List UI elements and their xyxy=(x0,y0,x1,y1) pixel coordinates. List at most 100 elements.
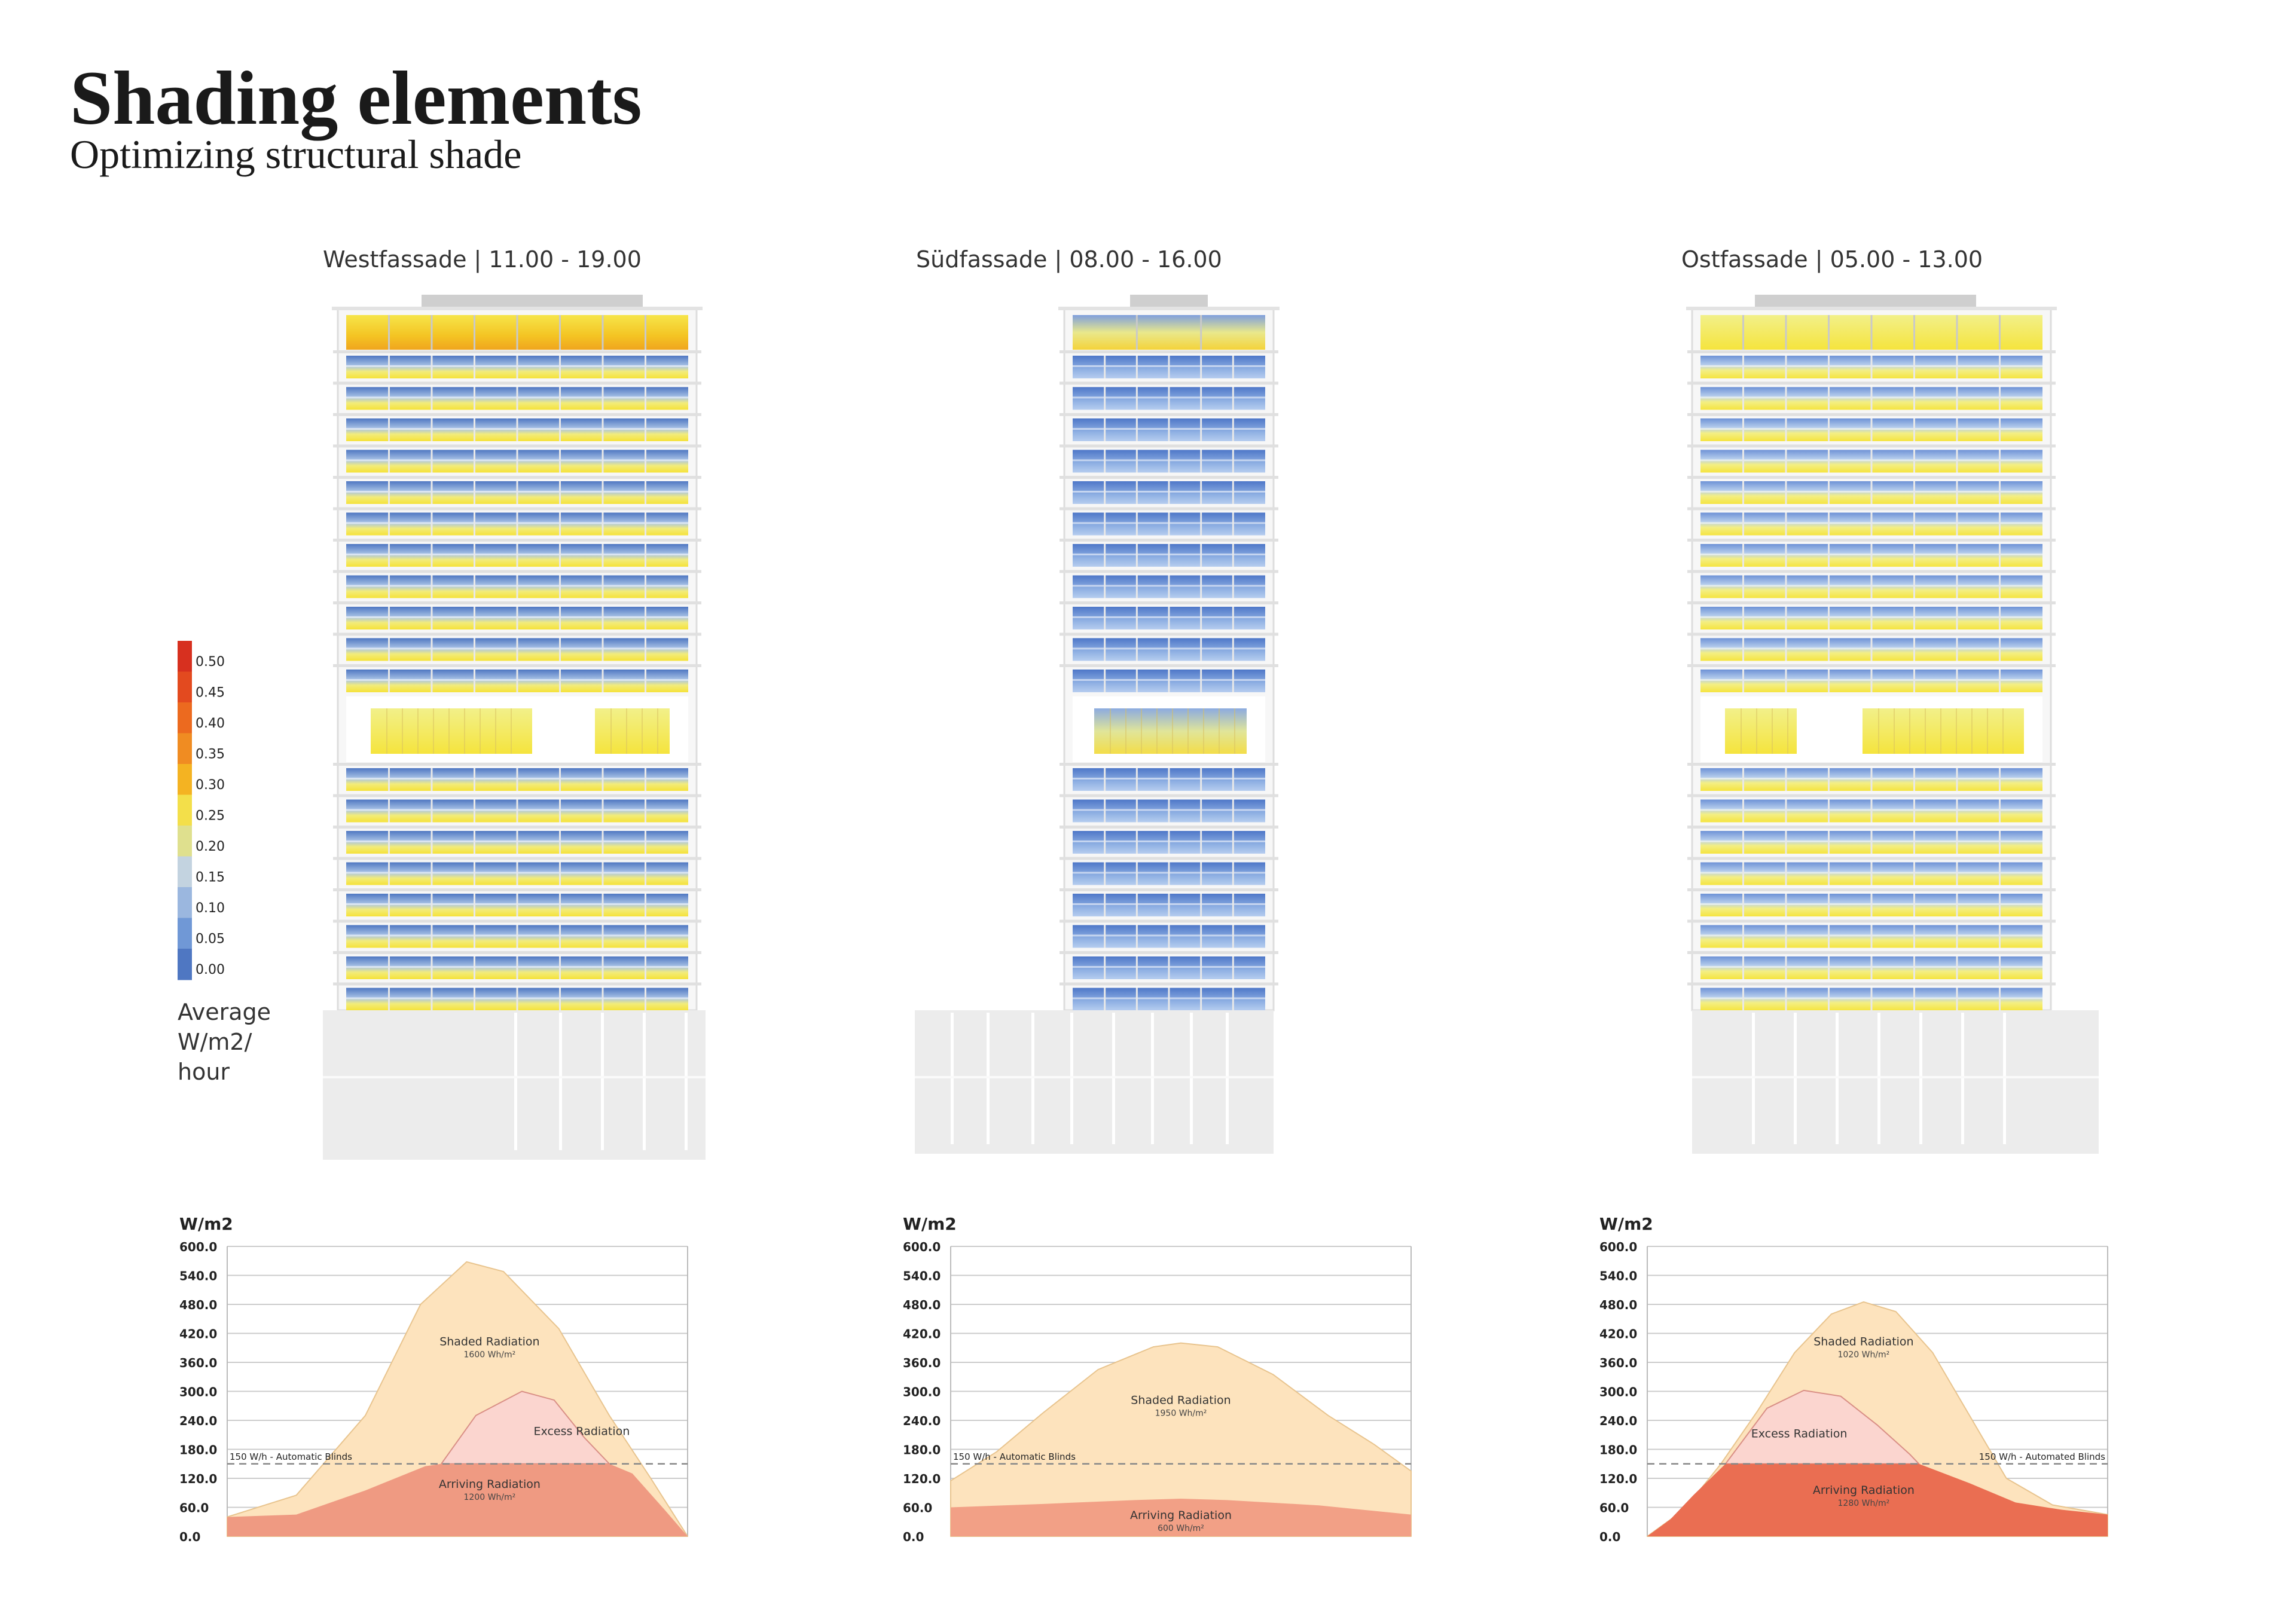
floor-slab xyxy=(1687,507,2056,511)
mullion xyxy=(388,387,390,410)
mullion xyxy=(645,638,646,661)
mullion xyxy=(1925,708,1926,754)
mullion xyxy=(1742,862,1744,885)
mullion xyxy=(1913,607,1915,629)
mullion xyxy=(516,315,518,350)
threshold-label: 150 W/h - Automatic Blinds xyxy=(953,1451,1076,1462)
mullion xyxy=(1828,387,1830,410)
mullion xyxy=(1200,315,1202,350)
mullion xyxy=(388,831,390,854)
mullion xyxy=(1870,512,1873,536)
mullion xyxy=(559,988,561,1011)
legend-swatch xyxy=(178,856,192,888)
floor-slab xyxy=(333,381,701,385)
mullion xyxy=(388,575,390,598)
mullion xyxy=(1232,607,1234,629)
mullion xyxy=(1203,708,1204,754)
podium-column xyxy=(601,1013,604,1150)
arriving-radiation-area xyxy=(227,1463,688,1536)
podium xyxy=(915,1010,1274,1154)
mullion xyxy=(1200,638,1202,661)
mullion xyxy=(1999,315,2001,350)
y-tick-label: 600.0 xyxy=(903,1240,941,1254)
mullion xyxy=(1168,670,1170,692)
floor-slab xyxy=(1687,826,2056,829)
mullion xyxy=(1135,481,1138,504)
mullion xyxy=(559,356,561,378)
legend-swatch xyxy=(178,641,192,673)
mullion xyxy=(602,544,604,567)
mullion xyxy=(1168,638,1170,661)
legend-tick-label: 0.45 xyxy=(196,686,225,701)
mullion xyxy=(1913,831,1915,854)
y-tick-label: 300.0 xyxy=(179,1385,217,1399)
mullion xyxy=(1742,544,1744,567)
mullion xyxy=(1870,925,1873,948)
mullion xyxy=(1956,512,1958,536)
mullion xyxy=(511,708,512,754)
mullion xyxy=(1913,768,1915,791)
mullion xyxy=(430,831,433,854)
mullion xyxy=(559,768,561,791)
facade-label-east: Ostfassade | 05.00 - 13.00 xyxy=(1681,246,1983,273)
threshold-label: 150 W/h - Automated Blinds xyxy=(1979,1451,2105,1462)
mullion xyxy=(1870,387,1873,410)
mullion xyxy=(1913,862,1915,885)
shaded-radiation-area xyxy=(950,1342,1412,1537)
mullion xyxy=(474,638,475,661)
mullion xyxy=(1200,575,1202,598)
mullion xyxy=(388,925,390,948)
mullion xyxy=(1104,799,1106,823)
mullion xyxy=(645,831,646,854)
mullion xyxy=(1785,988,1787,1011)
building-south xyxy=(915,295,1280,1154)
y-tick-label: 480.0 xyxy=(903,1298,941,1312)
floor-slab xyxy=(333,476,701,479)
mullion xyxy=(1168,799,1170,823)
mullion xyxy=(559,575,561,598)
mullion xyxy=(1104,956,1106,979)
mullion xyxy=(1742,894,1744,916)
mullion xyxy=(1785,894,1787,916)
mullion xyxy=(1785,925,1787,948)
mullion xyxy=(1232,768,1234,791)
mullion xyxy=(1232,956,1234,979)
floor-slab xyxy=(1687,539,2056,542)
series-label: Arriving Radiation xyxy=(439,1478,541,1491)
series-label: Shaded Radiation xyxy=(1131,1394,1231,1407)
mullion xyxy=(474,925,475,948)
mullion xyxy=(1913,988,1915,1011)
legend-swatch xyxy=(178,887,192,919)
mullion xyxy=(1168,925,1170,948)
mullion xyxy=(645,575,646,598)
mullion xyxy=(1870,831,1873,854)
mullion xyxy=(1913,315,1915,350)
mullion xyxy=(388,315,390,350)
y-tick-label: 300.0 xyxy=(903,1385,941,1399)
y-tick-label: 420.0 xyxy=(1599,1327,1637,1341)
mullion xyxy=(1870,988,1873,1011)
mullion xyxy=(1232,799,1234,823)
y-tick-label: 420.0 xyxy=(903,1327,941,1341)
mullion xyxy=(474,862,475,885)
mullion xyxy=(1828,862,1830,885)
mullion xyxy=(1135,607,1138,629)
mullion xyxy=(430,638,433,661)
mullion xyxy=(1104,387,1106,410)
floor-slab xyxy=(1060,982,1278,986)
mullion xyxy=(388,894,390,916)
legend-tick-label: 0.05 xyxy=(196,932,225,947)
mullion xyxy=(1956,387,1958,410)
y-tick-label: 60.0 xyxy=(903,1501,932,1515)
podium xyxy=(1692,1010,2099,1154)
mullion xyxy=(645,315,646,350)
mullion xyxy=(1913,575,1915,598)
mullion xyxy=(1187,708,1189,754)
series-value-label: 1200 Wh/m² xyxy=(464,1493,516,1502)
mullion xyxy=(474,831,475,854)
mullion xyxy=(1870,481,1873,504)
mullion xyxy=(1135,831,1138,854)
mullion xyxy=(1125,708,1126,754)
y-tick-label: 240.0 xyxy=(1599,1414,1637,1428)
mullion xyxy=(516,450,518,473)
